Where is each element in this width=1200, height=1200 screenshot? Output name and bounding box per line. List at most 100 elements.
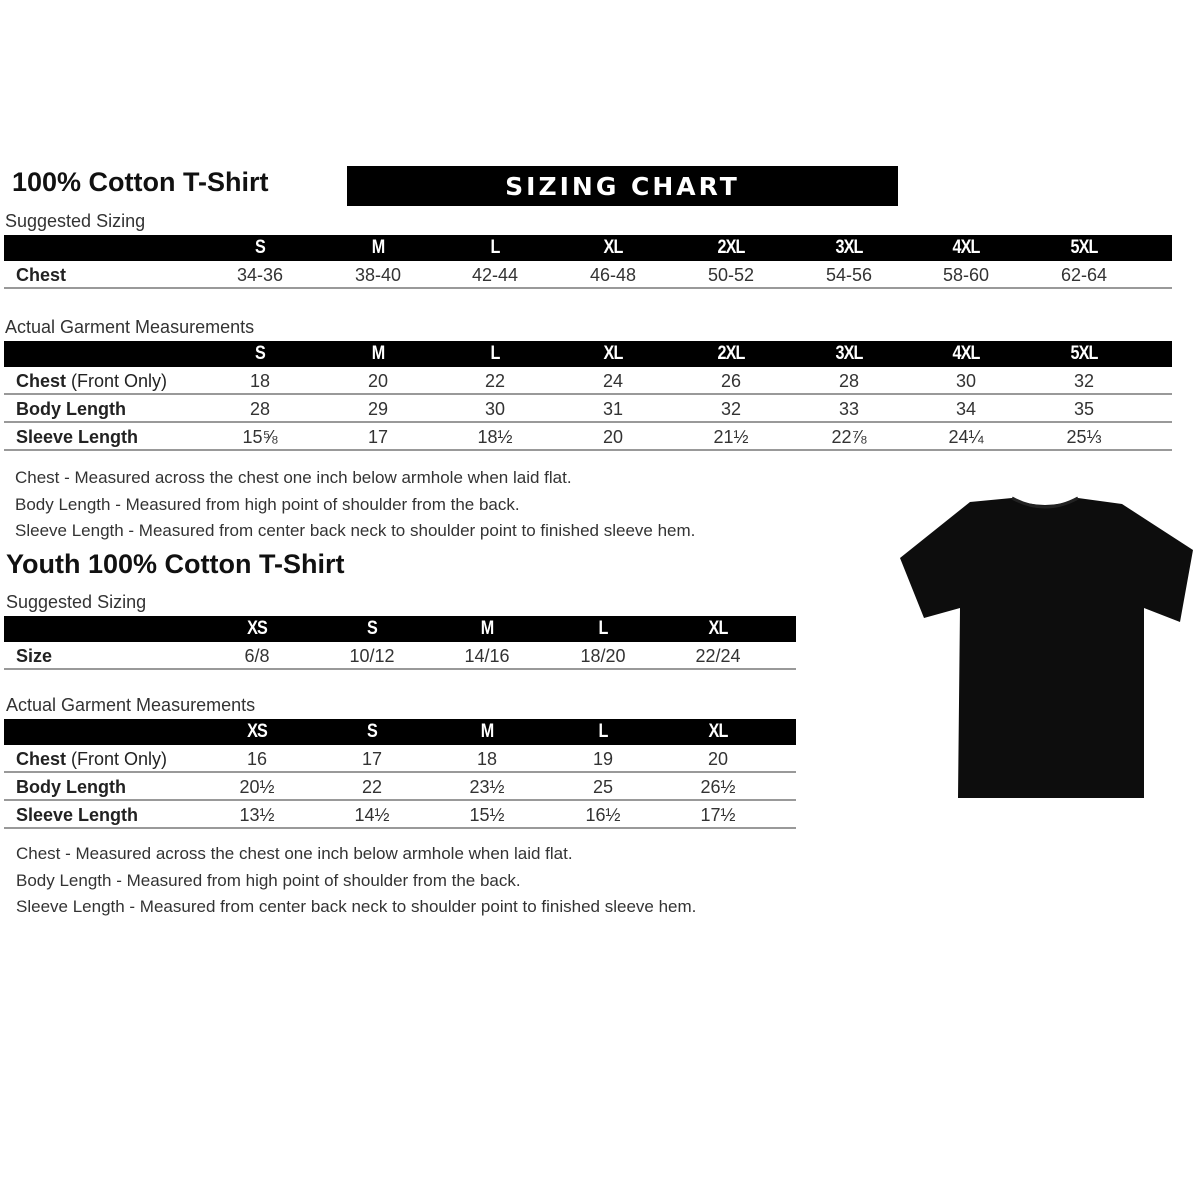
row-label-main: Chest	[16, 371, 67, 391]
row-label: Chest (Front Only)	[16, 371, 167, 392]
table-cell: 20	[602, 427, 624, 447]
size-header: M	[371, 343, 385, 364]
size-header: L	[598, 721, 608, 742]
table-cell: 34-36	[236, 265, 284, 285]
row-label-main: Chest	[16, 749, 67, 769]
table-cell: 54-56	[825, 265, 873, 285]
youth-note-body: Body Length - Measured from high point o…	[16, 871, 521, 890]
table-cell: 19	[592, 749, 614, 769]
row-label: Chest	[16, 265, 66, 286]
row-label-suffix: (Front Only)	[66, 371, 168, 391]
table-cell: 34	[955, 399, 977, 419]
table-cell: 16½	[585, 805, 621, 825]
table-cell: 6/8	[244, 646, 270, 666]
row-label-suffix: (Front Only)	[66, 749, 168, 769]
size-header: S	[367, 721, 378, 742]
row-divider	[4, 287, 1172, 289]
size-header: 5XL	[1070, 237, 1098, 258]
table-row: Body Length 28 29 30 31 32 33 34 35	[4, 395, 1172, 423]
row-label-main: Size	[16, 646, 53, 666]
row-label: Chest (Front Only)	[16, 749, 167, 770]
size-header: XL	[603, 237, 624, 258]
youth-note-chest: Chest - Measured across the chest one in…	[16, 844, 573, 863]
size-header: S	[255, 237, 266, 258]
table-cell: 35	[1073, 399, 1095, 419]
table-cell: 30	[955, 371, 977, 391]
sizing-chart-banner: SIZING CHART	[347, 166, 898, 206]
row-divider	[4, 771, 796, 773]
row-label: Size	[16, 646, 52, 667]
table-cell: 17	[367, 427, 389, 447]
adult-note-sleeve: Sleeve Length - Measured from center bac…	[15, 521, 696, 540]
adult-note-body: Body Length - Measured from high point o…	[15, 495, 520, 514]
table-cell: 26	[720, 371, 742, 391]
adult-actual-table: S M L XL 2XL 3XL 4XL 5XL Chest (Front Only) 18 20 2…	[4, 341, 1172, 451]
adult-suggested-heading: Suggested Sizing	[5, 211, 146, 231]
size-header: L	[490, 237, 500, 258]
tshirt-icon	[900, 496, 1193, 798]
table-cell: 14½	[354, 805, 390, 825]
table-cell: 50-52	[707, 265, 755, 285]
table-cell: 42-44	[471, 265, 519, 285]
table-row: Sleeve Length 15⅝ 17 18½ 20 21½ 22⅞ 24¼ 25⅓	[4, 423, 1172, 451]
size-header: 3XL	[835, 237, 863, 258]
size-header: M	[480, 721, 494, 742]
adult-note-chest: Chest - Measured across the chest one in…	[15, 468, 572, 487]
table-cell: 28	[249, 399, 271, 419]
table-cell: 26½	[700, 777, 736, 797]
size-header: 2XL	[717, 237, 745, 258]
table-cell: 20	[367, 371, 389, 391]
table-cell: 22⅞	[831, 427, 867, 447]
youth-suggested-heading: Suggested Sizing	[6, 592, 147, 612]
table-cell: 17½	[700, 805, 736, 825]
youth-actual-heading: Actual Garment Measurements	[6, 695, 256, 715]
size-header: M	[371, 237, 385, 258]
size-header: XL	[708, 618, 729, 639]
table-cell: 22/24	[695, 646, 741, 666]
table-cell: 25	[592, 777, 614, 797]
row-label-main: Chest	[16, 265, 67, 285]
adult-actual-heading: Actual Garment Measurements	[5, 317, 255, 337]
table-cell: 28	[838, 371, 860, 391]
table-cell: 14/16	[464, 646, 510, 666]
table-cell: 17	[361, 749, 383, 769]
size-header: XS	[247, 721, 268, 742]
row-label-main: Body Length	[16, 399, 126, 419]
table-cell: 15⅝	[242, 427, 278, 447]
table-cell: 22	[361, 777, 383, 797]
table-cell: 29	[367, 399, 389, 419]
table-cell: 13½	[239, 805, 275, 825]
size-header-bar: S M L XL 2XL 3XL 4XL 5XL	[4, 341, 1172, 367]
row-divider	[4, 449, 1172, 451]
table-cell: 31	[602, 399, 624, 419]
table-row: Size 6/8 10/12 14/16 18/20 22/24	[4, 642, 796, 670]
table-cell: 38-40	[354, 265, 402, 285]
table-cell: 32	[1073, 371, 1095, 391]
table-row: Sleeve Length 13½ 14½ 15½ 16½ 17½	[4, 801, 796, 829]
table-row: Body Length 20½ 22 23½ 25 26½	[4, 773, 796, 801]
table-cell: 18	[249, 371, 271, 391]
size-header: S	[367, 618, 378, 639]
youth-suggested-table: XS S M L XL Size 6/8 10/12 14/16 18/20 22/24	[4, 616, 796, 670]
row-label: Sleeve Length	[16, 805, 138, 826]
row-label: Sleeve Length	[16, 427, 138, 448]
row-divider	[4, 827, 796, 829]
table-row: Chest 34-36 38-40 42-44 46-48 50-52 54-56 58-60…	[4, 261, 1172, 289]
row-label: Body Length	[16, 399, 126, 420]
size-header: 2XL	[717, 343, 745, 364]
youth-actual-table: XS S M L XL Chest (Front Only) 16 17 18 19 20 Body …	[4, 719, 796, 829]
table-cell: 33	[838, 399, 860, 419]
youth-title: Youth 100% Cotton T-Shirt	[6, 549, 345, 579]
table-cell: 24¼	[948, 427, 984, 447]
table-cell: 62-64	[1060, 265, 1108, 285]
size-header: 3XL	[835, 343, 863, 364]
size-header: 4XL	[952, 343, 980, 364]
table-cell: 30	[484, 399, 506, 419]
table-cell: 25⅓	[1066, 427, 1102, 447]
table-cell: 32	[720, 399, 742, 419]
table-cell: 23½	[469, 777, 505, 797]
table-cell: 58-60	[942, 265, 990, 285]
size-header-bar: S M L XL 2XL 3XL 4XL 5XL	[4, 235, 1172, 261]
row-label-main: Sleeve Length	[16, 805, 139, 825]
size-header-bar: XS S M L XL	[4, 616, 796, 642]
